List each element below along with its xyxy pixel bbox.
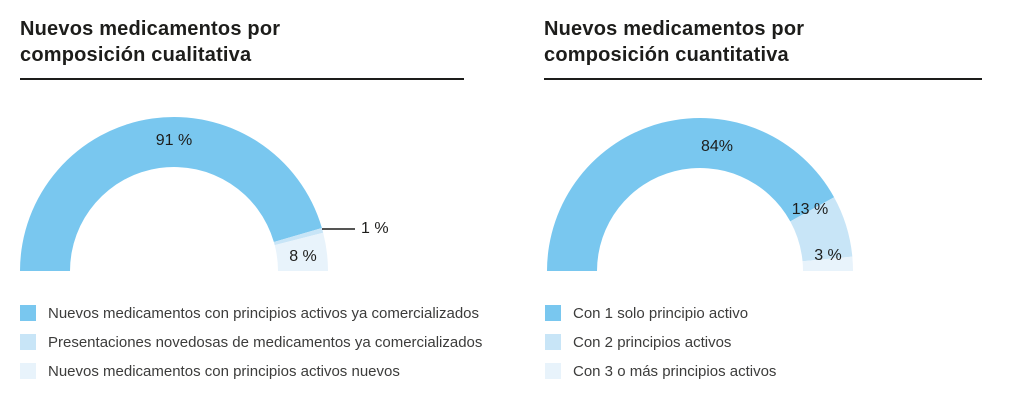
legend-swatch-medium-blue: [20, 305, 36, 321]
chart1-value-label-91: 91 %: [155, 132, 193, 149]
legend-label: Nuevos medicamentos con principios activ…: [48, 304, 480, 322]
legend-item: Nuevos medicamentos con principios activ…: [20, 362, 400, 380]
legend-swatch-medium-blue: [545, 305, 561, 321]
legend-label: Con 3 o más principios activos: [573, 362, 777, 380]
legend-item: Nuevos medicamentos con principios activ…: [20, 304, 480, 322]
legend-swatch-light-blue: [545, 334, 561, 350]
legend-item: Con 3 o más principios activos: [545, 362, 777, 380]
chart1-title-underline: [20, 78, 464, 80]
chart2-value-label-13: 13 %: [791, 201, 829, 218]
chart1-title-line2: composición cualitativa: [20, 44, 252, 66]
chart2-title-line1: Nuevos medicamentos por: [544, 18, 805, 40]
donut-segment-chart1-0: [20, 117, 322, 271]
legend-item: Con 2 principios activos: [545, 333, 732, 351]
chart2-value-label-84: 84%: [700, 138, 734, 155]
chart2-title-line2: composición cuantitativa: [544, 44, 789, 66]
legend-label: Con 1 solo principio activo: [573, 304, 749, 322]
chart2-title-underline: [544, 78, 982, 80]
donut-segment-chart2-1: [790, 197, 853, 262]
legend-item: Presentaciones novedosas de medicamentos…: [20, 333, 483, 351]
donut-segment-chart1-2: [274, 232, 328, 271]
legend-label: Con 2 principios activos: [573, 333, 732, 351]
chart2-value-label-3: 3 %: [814, 247, 842, 264]
chart2-title: Nuevos medicamentos por composición cuan…: [544, 16, 804, 68]
donut-segment-chart2-2: [802, 256, 853, 271]
donut-segment-chart1-1: [273, 228, 324, 246]
legend-swatch-light-blue: [20, 334, 36, 350]
legend-label: Presentaciones novedosas de medicamentos…: [48, 333, 483, 351]
chart1-value-label-1: 1 %: [361, 220, 389, 237]
chart1-title-line1: Nuevos medicamentos por: [20, 18, 281, 40]
chart1-value-label-8: 8 %: [289, 248, 317, 265]
legend-swatch-palest-blue: [20, 363, 36, 379]
chart1-title: Nuevos medicamentos por composición cual…: [20, 16, 280, 68]
legend-item: Con 1 solo principio activo: [545, 304, 749, 322]
legend-swatch-palest-blue: [545, 363, 561, 379]
donut-segment-chart2-0: [547, 117, 835, 271]
legend-label: Nuevos medicamentos con principios activ…: [48, 362, 400, 380]
